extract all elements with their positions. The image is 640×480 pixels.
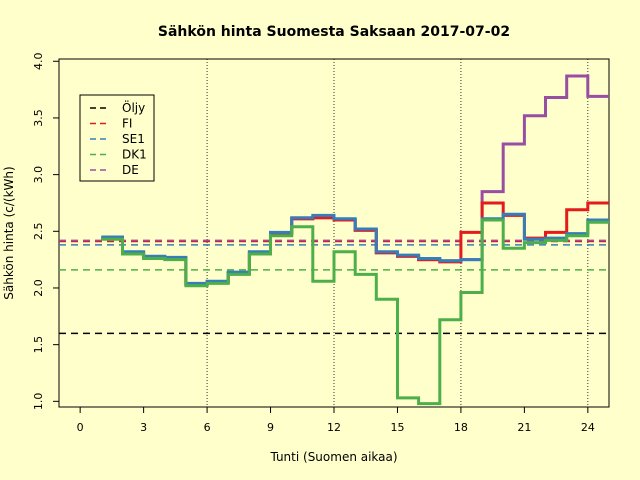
series-line-3 xyxy=(101,218,609,406)
y-tick-label-6: 4.0 xyxy=(32,53,45,71)
legend-label-2: SE1 xyxy=(122,132,145,146)
x-tick-label-1: 3 xyxy=(140,421,147,434)
legend-label-0: Öljy xyxy=(122,99,145,115)
legend-box xyxy=(79,94,155,182)
chart-title: Sähkön hinta Suomesta Saksaan 2017-07-02 xyxy=(158,24,510,40)
x-tick-label-3: 9 xyxy=(267,421,274,434)
y-tick-label-5: 3.5 xyxy=(32,109,45,127)
legend-label-4: DE xyxy=(122,163,139,177)
x-tick-label-6: 18 xyxy=(454,421,468,434)
y-tick-label-1: 1.5 xyxy=(32,336,45,354)
x-tick-label-5: 15 xyxy=(390,421,404,434)
y-axis: 1.0 1.5 2.0 2.5 3.0 3.5 4.0 xyxy=(32,53,59,411)
y-tick-label-2: 2.0 xyxy=(32,279,45,297)
x-tick-label-0: 0 xyxy=(77,421,84,434)
y-tick-label-0: 1.0 xyxy=(32,393,45,411)
x-tick-label-8: 24 xyxy=(581,421,595,434)
y-tick-label-4: 3.0 xyxy=(32,166,45,184)
series-lines xyxy=(101,74,609,406)
x-tick-label-4: 12 xyxy=(327,421,341,434)
y-axis-label: Sähkön hinta (c/(kWh) xyxy=(2,166,16,299)
x-axis-label: Tunti (Suomen aikaa) xyxy=(269,450,397,464)
reference-lines xyxy=(59,239,609,335)
legend-label-3: DK1 xyxy=(122,148,147,162)
y-tick-label-3: 2.5 xyxy=(32,223,45,241)
legend-label-1: FI xyxy=(122,117,132,131)
x-tick-label-2: 6 xyxy=(204,421,211,434)
x-tick-label-7: 21 xyxy=(517,421,531,434)
x-axis: 0 3 6 9 12 15 18 21 24 xyxy=(77,407,595,434)
